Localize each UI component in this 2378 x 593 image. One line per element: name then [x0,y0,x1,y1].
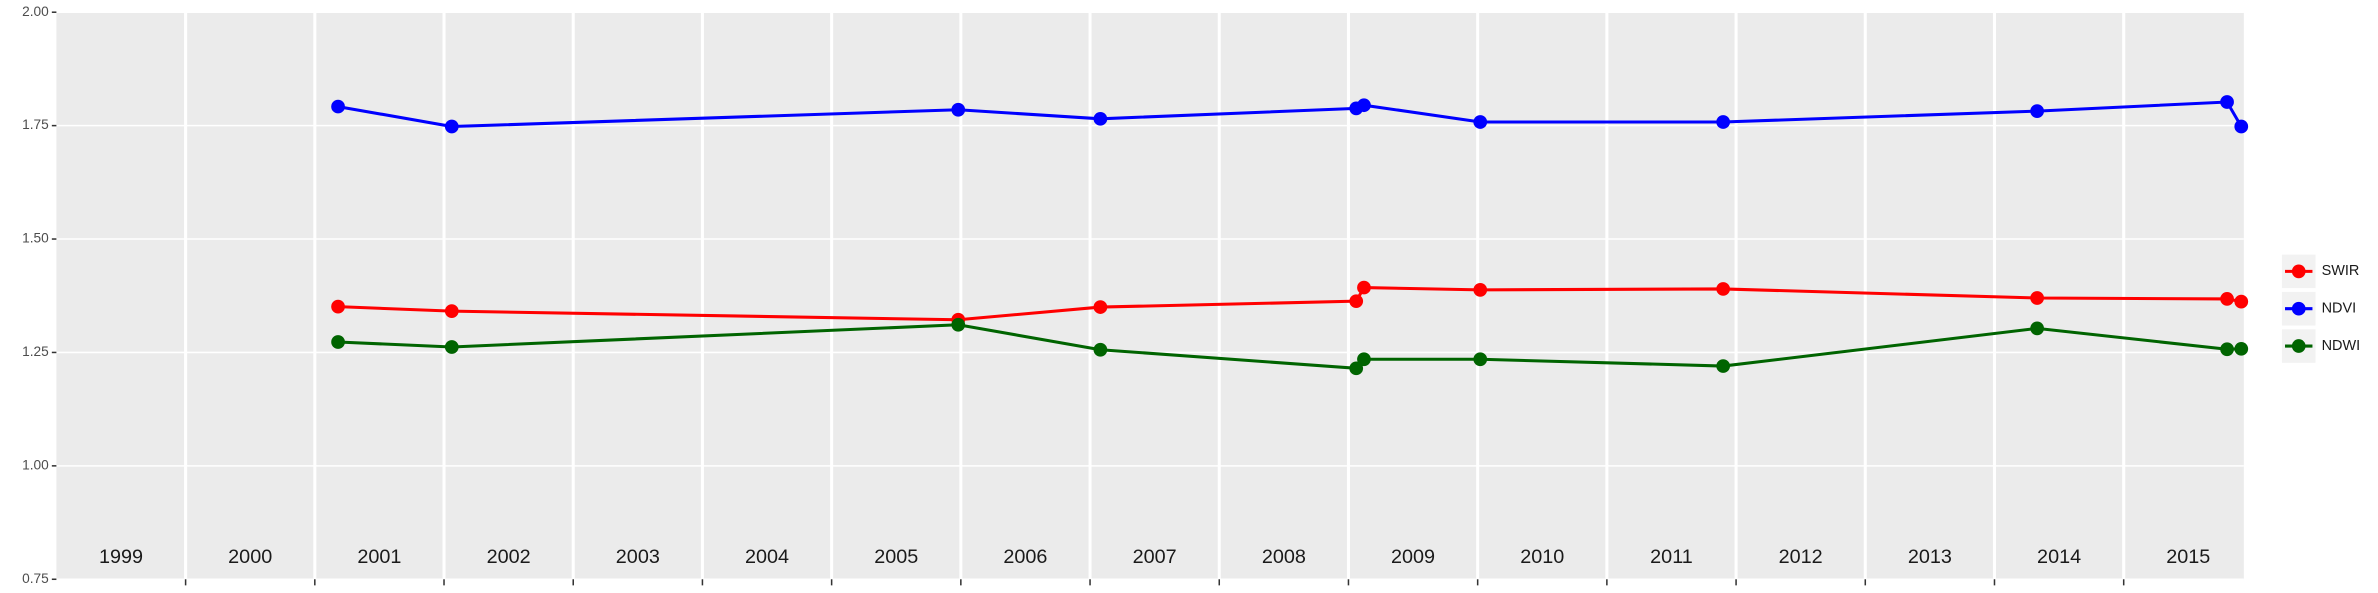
legend-key-point [2291,339,2306,353]
year-label: 2008 [1262,546,1306,568]
point [1093,300,1108,314]
point [1093,111,1108,126]
point [951,102,966,117]
point [2030,104,2044,118]
point [2220,95,2234,109]
year-label: 2011 [1650,546,1693,568]
year-label: 2015 [2166,546,2210,568]
year-label: 2003 [616,546,660,568]
y-tick-label: 1.25 [22,344,49,359]
point [2234,119,2249,134]
legend-label: SWIR [2322,263,2360,279]
year-label: 2002 [487,546,531,568]
point [1716,359,1731,373]
year-label: 2010 [1520,546,1564,568]
y-tick-label: 1.00 [22,457,49,472]
legend-key-point [2291,264,2306,279]
point [444,304,459,319]
point [1716,115,1731,129]
point [444,340,459,354]
point [2234,341,2249,356]
legend-label: NDVI [2322,301,2357,317]
point [444,119,459,134]
panel [56,12,2244,580]
point [1716,282,1731,296]
point [1093,342,1108,357]
point [331,299,345,314]
legend-key-point [2291,301,2306,316]
year-label: 1999 [99,546,143,568]
year-label: 2007 [1133,546,1177,568]
point [331,99,345,114]
point [331,335,345,349]
point [1357,352,1371,367]
point [1349,361,1364,376]
y-tick-label: 1.75 [22,117,49,132]
legend-label: NDWI [2322,338,2361,354]
point [2220,292,2234,306]
point [2030,321,2044,336]
point [1473,352,1488,367]
point [2234,294,2249,309]
point [1473,115,1488,129]
year-label: 2013 [1908,546,1952,568]
point [1357,280,1371,295]
point [2220,342,2234,357]
year-label: 2005 [874,546,918,568]
year-label: 2006 [1003,546,1047,568]
point [2030,291,2044,305]
point [1357,98,1371,113]
point [951,317,966,332]
y-tick-label: 2.00 [22,4,49,19]
year-label: 2009 [1391,546,1435,568]
year-label: 2001 [357,546,401,568]
point [1349,294,1364,309]
y-tick-label: 0.75 [22,571,49,586]
year-label: 2014 [2037,546,2081,568]
year-label: 2012 [1779,546,1823,568]
point [1473,282,1488,297]
year-label: 2000 [228,546,272,568]
y-tick-label: 1.50 [22,231,49,246]
year-label: 2004 [745,546,789,568]
